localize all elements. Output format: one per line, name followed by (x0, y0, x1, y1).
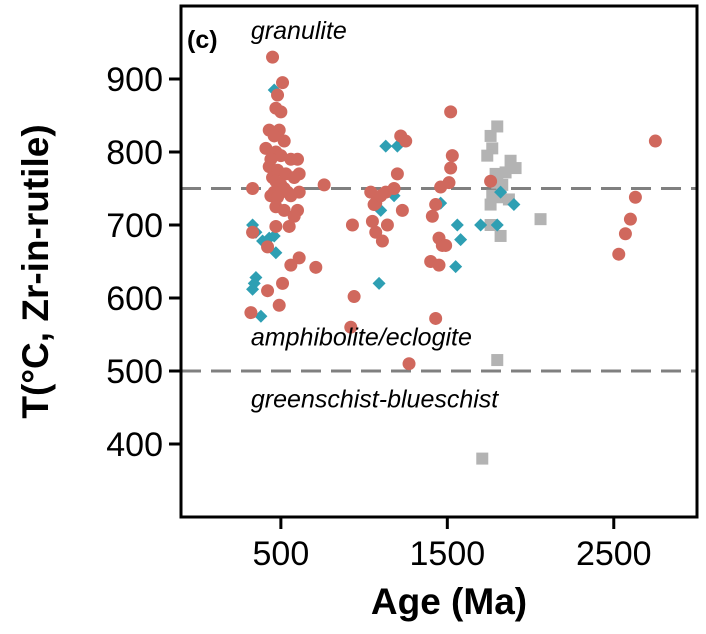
data-point-circle (365, 214, 379, 228)
data-point-circle (282, 219, 296, 233)
data-point-circle (442, 176, 456, 190)
axis-ticks: 400 500 600 700 800 900 500 1500 2500 (106, 61, 651, 573)
data-point-circle (484, 174, 498, 188)
data-point-square (534, 213, 547, 226)
data-point-circle (261, 284, 275, 298)
data-point-diamond (494, 185, 508, 199)
data-point-circle (269, 219, 283, 233)
data-point-circle (429, 198, 443, 212)
data-point-circle (429, 311, 443, 325)
data-point-circle (277, 134, 291, 148)
x-tick-label: 1500 (410, 535, 486, 573)
data-point-circle (274, 105, 288, 119)
x-axis-title: Age (Ma) (371, 581, 527, 622)
annotation-greenschist-blueschist: greenschist-blueschist (251, 386, 499, 414)
data-point-circle (347, 290, 361, 304)
data-point-diamond (372, 276, 386, 290)
data-point-circle (444, 105, 458, 119)
data-point-circle (432, 258, 446, 272)
data-point-circle (267, 129, 281, 143)
data-point-circle (292, 167, 306, 181)
data-point-circle (271, 88, 285, 102)
data-point-circle (390, 167, 404, 181)
data-point-diamond (246, 282, 260, 296)
data-point-circle (387, 182, 401, 195)
data-point-circle (618, 227, 632, 241)
data-point-square (484, 129, 497, 142)
data-point-square (484, 198, 497, 211)
data-point-circle (623, 212, 637, 226)
data-point-circle (276, 276, 290, 290)
data-point-circle (272, 298, 286, 312)
y-axis-title: T(°C, Zr-in-rutile) (15, 124, 56, 418)
data-point-circle (425, 209, 439, 223)
data-point-circle (284, 258, 298, 272)
data-point-circle (444, 161, 458, 175)
data-point-diamond (450, 218, 464, 232)
data-point-circle (628, 190, 642, 204)
data-point-circle (309, 260, 323, 274)
y-tick-label: 500 (106, 353, 163, 391)
data-points (244, 50, 662, 465)
data-point-square (484, 219, 497, 231)
data-point-diamond (490, 218, 504, 232)
data-point-circle (344, 320, 358, 334)
data-point-circle (395, 203, 409, 217)
data-point-circle (345, 218, 359, 232)
data-point-circle (399, 134, 413, 148)
data-point-square (476, 452, 489, 465)
data-point-circle (402, 357, 416, 371)
data-point-circle (244, 306, 258, 320)
data-point-circle (380, 218, 394, 232)
data-point-square (509, 162, 522, 175)
data-point-circle (246, 225, 260, 239)
data-point-circle (266, 50, 280, 64)
data-point-diamond (454, 233, 468, 247)
y-tick-label: 400 (106, 426, 163, 464)
x-tick-label: 500 (253, 535, 310, 573)
annotation-granulite: granulite (251, 17, 347, 45)
x-tick-label: 2500 (576, 535, 652, 573)
plot-frame (179, 4, 699, 519)
data-point-circle (274, 149, 288, 163)
data-point-circle (648, 134, 662, 148)
data-point-circle (287, 209, 301, 223)
data-point-circle (445, 149, 459, 163)
data-point-diamond (474, 218, 488, 232)
annotation-amphibolite-eclogite: amphibolite/eclogite (251, 323, 472, 351)
y-tick-label: 800 (106, 134, 163, 172)
data-point-diamond (507, 198, 521, 212)
data-point-circle (612, 247, 626, 261)
data-point-square (491, 120, 504, 133)
data-point-circle (291, 152, 305, 166)
data-point-circle (261, 240, 275, 254)
data-point-circle (259, 141, 273, 155)
data-point-circle (277, 203, 291, 217)
data-point-circle (375, 234, 389, 248)
data-point-diamond (379, 139, 393, 153)
data-point-circle (439, 238, 453, 252)
data-point-square (499, 166, 512, 179)
data-point-circle (246, 182, 260, 195)
data-point-circle (317, 178, 331, 192)
y-tick-label: 600 (106, 280, 163, 318)
data-point-diamond (254, 309, 268, 323)
panel-label: (c) (187, 26, 218, 54)
data-point-square (494, 229, 507, 242)
data-point-circle (276, 76, 290, 90)
data-point-diamond (449, 260, 463, 274)
data-point-square (481, 149, 494, 162)
y-tick-label: 700 (106, 207, 163, 245)
y-tick-label: 900 (106, 61, 163, 99)
data-point-circle (364, 185, 378, 199)
data-point-circle (284, 189, 298, 203)
data-point-square (491, 354, 504, 367)
